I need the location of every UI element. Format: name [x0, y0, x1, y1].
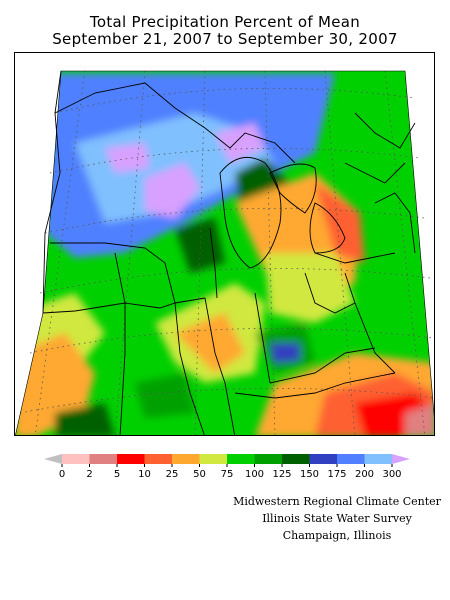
legend-swatch: [199, 454, 227, 464]
legend-swatch: [144, 454, 172, 464]
precipitation-fill: [15, 71, 434, 435]
legend-label: 175: [327, 469, 346, 480]
credit-survey: Illinois State Water Survey: [262, 512, 412, 525]
map-date-range: September 21, 2007 to September 30, 2007: [52, 30, 398, 48]
legend-swatch: [89, 454, 117, 464]
legend-swatch: [282, 454, 310, 464]
legend-label: 50: [193, 469, 206, 480]
legend-swatch: [337, 454, 365, 464]
precipitation-map: [14, 52, 435, 436]
legend-label: 75: [221, 469, 234, 480]
region-outline: [15, 70, 434, 435]
legend-label: 0: [59, 469, 65, 480]
legend-swatch: [309, 454, 337, 464]
legend-swatch: [392, 454, 410, 464]
legend-label: 10: [138, 469, 151, 480]
legend-swatch: [62, 454, 90, 464]
legend-bar: 0 2 5 10 25 50 75 100 125 150 175 200 300: [44, 454, 410, 480]
legend-swatch: [117, 454, 145, 464]
credit-organization: Midwestern Regional Climate Center: [233, 495, 441, 508]
legend-swatch: [364, 454, 392, 464]
legend-label: 200: [355, 469, 374, 480]
legend-label: 2: [86, 469, 92, 480]
map-title: Total Precipitation Percent of Mean: [89, 13, 361, 31]
color-legend: 0 2 5 10 25 50 75 100 125 150 175 200 300: [0, 448, 450, 488]
legend-label: 150: [300, 469, 319, 480]
legend-label: 300: [382, 469, 401, 480]
state-boundaries: [42, 70, 416, 435]
legend-swatch: [172, 454, 200, 464]
credit-location: Champaign, Illinois: [282, 529, 392, 542]
legend-swatch: [227, 454, 255, 464]
legend-swatch: [254, 454, 282, 464]
legend-label: 125: [272, 469, 291, 480]
legend-label: 100: [245, 469, 264, 480]
legend-label: 5: [114, 469, 120, 480]
legend-swatch: [44, 454, 62, 464]
legend-label: 25: [166, 469, 179, 480]
lat-lon-grid: [19, 70, 434, 435]
map-canvas: [15, 70, 434, 435]
